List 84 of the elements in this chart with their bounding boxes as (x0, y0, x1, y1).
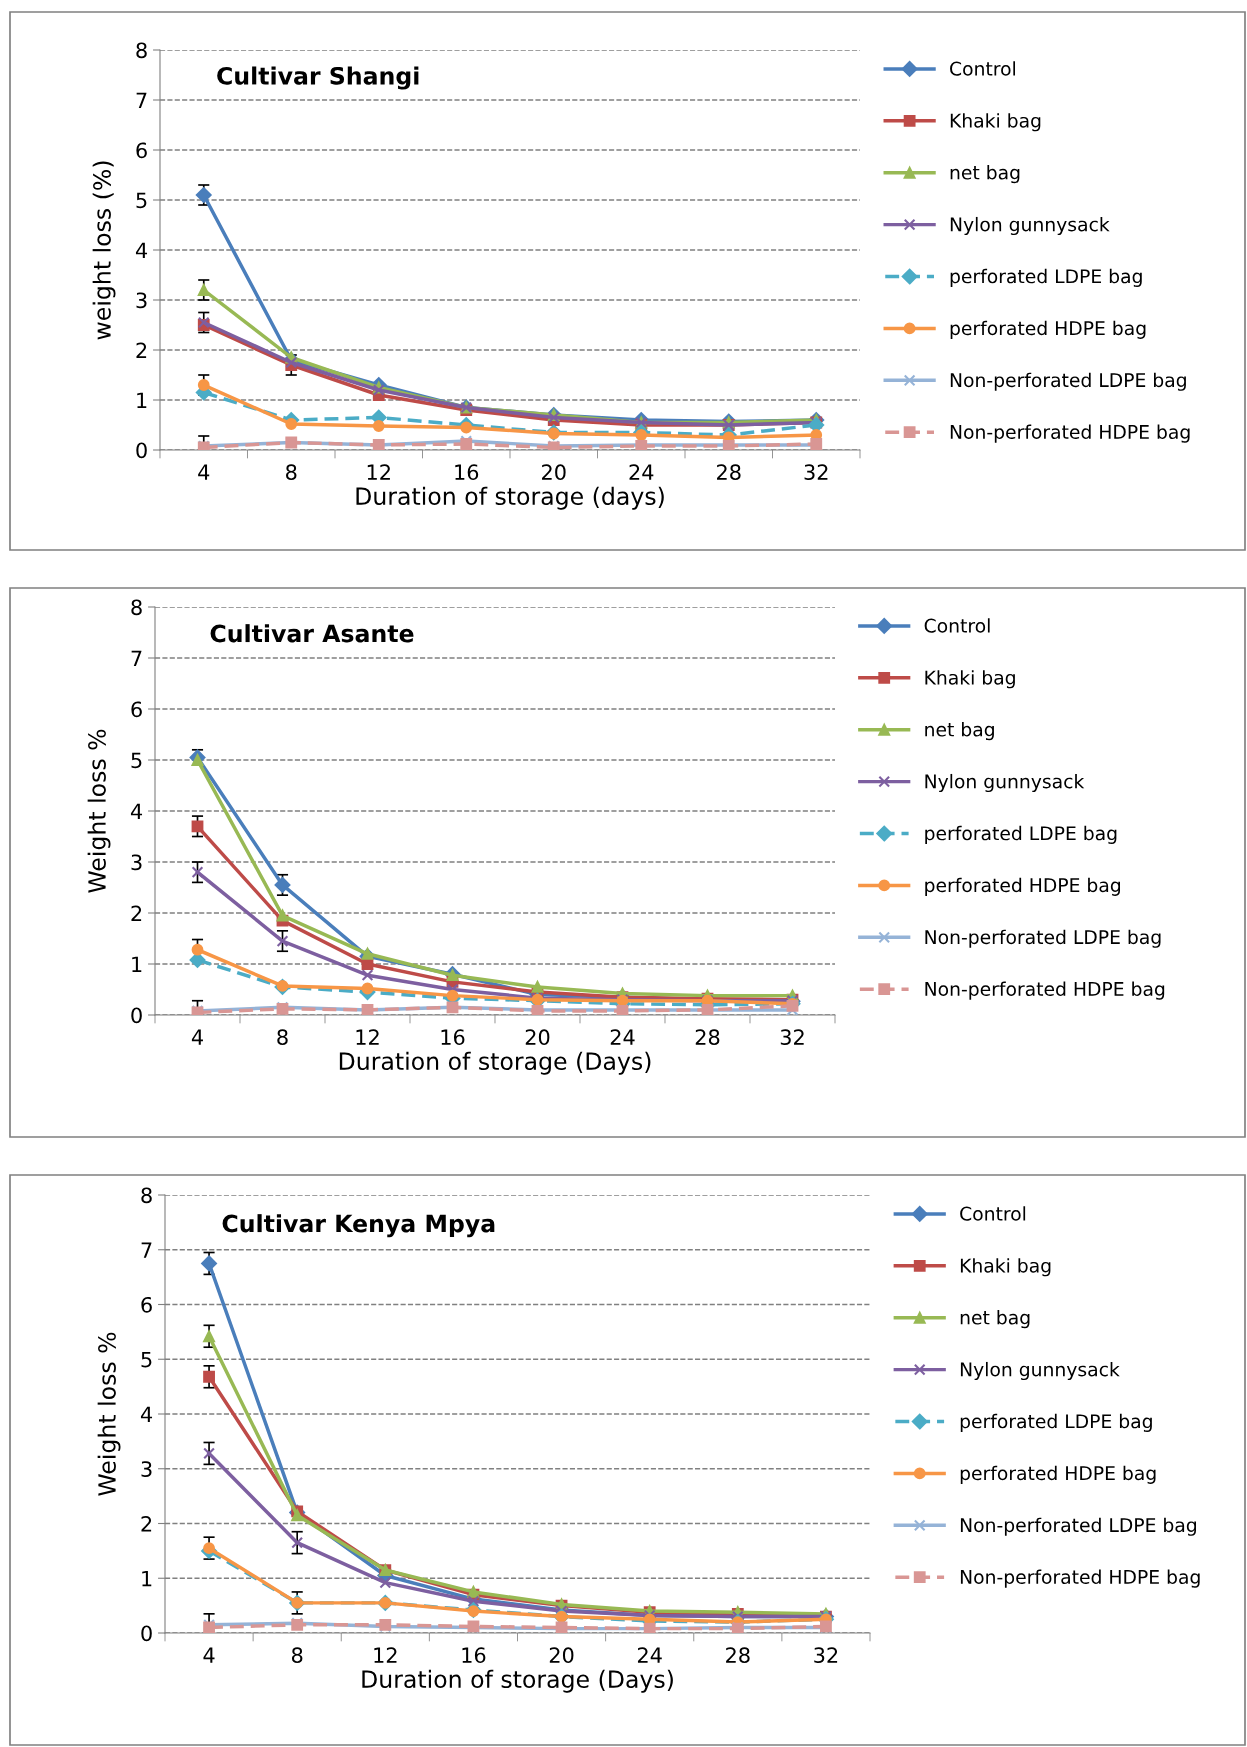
x-tick-label: 12 (367, 464, 390, 480)
legend-label: net bag (925, 722, 994, 741)
y-tick-label: 3 (136, 292, 147, 309)
y-tick-label: 7 (141, 1242, 152, 1258)
y-tick-label: 5 (136, 192, 147, 209)
text: Cultivar Shangi (217, 66, 419, 90)
y-tick-label: 0 (131, 1007, 142, 1024)
x-tick-label: 20 (525, 1029, 550, 1046)
legend-label: perforated LDPE bag (950, 268, 1142, 287)
legend-label: Non-perforated HDPE bag (925, 981, 1165, 1000)
legend-label: Non-perforated HDPE bag (950, 424, 1190, 443)
x-tick-label: 24 (637, 1647, 662, 1663)
y-axis-title: Weight loss % (87, 729, 111, 893)
x-tick-label: 4 (191, 1029, 203, 1045)
y-tick-label: 4 (140, 1406, 153, 1422)
y-tick-label: 4 (135, 242, 148, 258)
y-tick-label: 3 (141, 1461, 152, 1477)
y-tick-label: 6 (131, 701, 142, 718)
x-tick-label: 8 (286, 464, 297, 481)
y-tick-label: 2 (141, 1515, 152, 1532)
y-tick-label: 2 (131, 905, 142, 921)
x-axis-title: Duration of storage (days) (356, 486, 664, 510)
text: Cultivar Kenya Mpya (222, 1214, 495, 1238)
x-tick-label: 28 (717, 464, 741, 481)
x-tick-label: 8 (291, 1647, 303, 1664)
y-tick-label: 8 (136, 42, 147, 59)
legend-label: net bag (950, 165, 1020, 184)
y-tick-label: 0 (141, 1625, 152, 1642)
y-tick-label: 0 (136, 442, 147, 459)
text: Cultivar Asante (210, 624, 414, 643)
legend-label: Control (960, 1206, 1026, 1221)
y-tick-label: 8 (131, 599, 142, 616)
y-tick-label: 8 (141, 1187, 152, 1204)
y-tick-label: 5 (131, 752, 142, 769)
y-tick-label: 4 (130, 803, 143, 819)
legend-label: Non-perforated LDPE bag (960, 1517, 1196, 1536)
x-tick-label: 20 (542, 464, 566, 481)
y-tick-label: 2 (136, 342, 147, 358)
x-tick-label: 8 (277, 1029, 288, 1046)
x-axis-title: Duration of storage (Days) (339, 1051, 651, 1075)
x-tick-label: 24 (629, 464, 654, 480)
x-tick-label: 4 (203, 1647, 215, 1663)
y-tick-label: 1 (142, 1570, 152, 1587)
y-axis-title: weight loss (%) (92, 161, 116, 340)
x-tick-label: 24 (610, 1029, 635, 1045)
y-tick-label: 6 (141, 1296, 152, 1313)
legend-label: Non-perforated LDPE bag (950, 372, 1186, 391)
legend-label: perforated HDPE bag (950, 320, 1146, 339)
x-tick-label: 12 (374, 1647, 397, 1663)
x-tick-label: 4 (198, 464, 210, 480)
legend-label: Non-perforated HDPE bag (960, 1569, 1200, 1588)
legend-label: net bag (960, 1310, 1030, 1329)
legend-label: Khaki bag (950, 113, 1041, 132)
y-tick-label: 5 (141, 1351, 152, 1368)
x-tick-label: 32 (814, 1647, 838, 1664)
y-tick-label: 6 (136, 142, 147, 159)
y-tick-label: 7 (136, 92, 147, 108)
x-tick-label: 16 (455, 464, 479, 481)
legend-label: Control (924, 618, 990, 633)
y-tick-label: 1 (132, 956, 142, 972)
y-axis-title: Weight loss % (97, 1332, 121, 1496)
y-tick-label: 7 (131, 650, 142, 666)
legend-label: Nylon gunnysack (960, 1361, 1120, 1381)
y-tick-label: 3 (131, 854, 142, 871)
legend-label: perforated HDPE bag (925, 877, 1121, 896)
legend-label: perforated HDPE bag (960, 1465, 1156, 1484)
x-tick-label: 12 (356, 1029, 379, 1045)
x-tick-label: 20 (549, 1647, 574, 1664)
x-tick-label: 16 (441, 1029, 465, 1046)
legend-label: Khaki bag (960, 1258, 1051, 1277)
legend-label: perforated LDPE bag (925, 825, 1117, 844)
y-tick-label: 1 (137, 392, 147, 408)
legend-label: perforated LDPE bag (960, 1413, 1152, 1432)
legend-label: Control (950, 61, 1016, 76)
legend-label: Nylon gunnysack (950, 216, 1110, 236)
x-tick-label: 32 (804, 464, 828, 481)
legend-label: Non-perforated LDPE bag (925, 929, 1161, 948)
x-tick-label: 28 (726, 1647, 750, 1664)
x-tick-label: 16 (462, 1647, 486, 1664)
x-tick-label: 28 (695, 1029, 720, 1046)
x-tick-label: 32 (780, 1029, 804, 1046)
legend-label: Khaki bag (925, 670, 1015, 689)
legend-label: Nylon gunnysack (925, 773, 1085, 793)
x-axis-title: Duration of storage (Days) (362, 1669, 673, 1693)
